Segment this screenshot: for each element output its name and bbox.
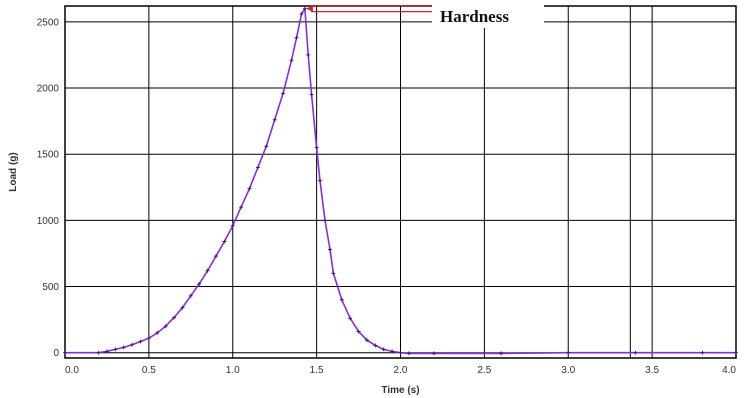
data-point-marker bbox=[272, 117, 277, 122]
hardness-callout: Hardness bbox=[305, 4, 544, 28]
y-tick-label: 1500 bbox=[37, 150, 60, 161]
y-tick-labels: 0 500 1000 1500 2000 2500 bbox=[37, 17, 60, 359]
data-point-marker bbox=[113, 347, 118, 352]
data-point-marker bbox=[213, 254, 218, 259]
data-point-marker bbox=[323, 218, 328, 223]
x-tick-label: 0.5 bbox=[142, 365, 156, 376]
y-tick-label: 2000 bbox=[37, 84, 60, 95]
x-axis-label: Time (s) bbox=[381, 385, 419, 396]
series-group bbox=[63, 6, 738, 356]
hardness-label-background bbox=[432, 4, 544, 28]
x-tick-label: 2.0 bbox=[394, 365, 408, 376]
data-point-marker bbox=[294, 35, 299, 40]
data-point-marker bbox=[381, 347, 386, 352]
data-point-marker bbox=[356, 329, 361, 334]
data-point-marker bbox=[63, 350, 67, 355]
data-point-marker bbox=[230, 223, 235, 228]
data-point-marker bbox=[121, 345, 126, 350]
y-axis-label: Load (g) bbox=[8, 152, 19, 191]
data-point-marker bbox=[299, 11, 304, 16]
x-tick-label: 3.0 bbox=[561, 365, 575, 376]
data-point-marker bbox=[146, 336, 151, 341]
data-point-marker bbox=[309, 92, 314, 97]
data-point-marker bbox=[180, 305, 185, 310]
data-point-marker bbox=[264, 144, 269, 149]
data-point-marker bbox=[339, 297, 344, 302]
data-point-marker bbox=[348, 316, 353, 321]
data-point-marker bbox=[306, 52, 311, 57]
x-tick-label: 0.0 bbox=[65, 365, 79, 376]
data-point-marker bbox=[398, 350, 403, 355]
data-point-marker bbox=[163, 324, 168, 329]
data-point-marker bbox=[205, 268, 210, 273]
data-point-marker bbox=[373, 343, 378, 348]
y-tick-label: 1000 bbox=[37, 216, 60, 227]
data-point-marker bbox=[239, 205, 244, 210]
data-point-marker bbox=[566, 350, 571, 355]
peak-arrow-head bbox=[305, 5, 313, 12]
data-point-marker bbox=[432, 351, 437, 356]
y-tick-label: 2500 bbox=[37, 17, 60, 28]
data-point-marker bbox=[138, 339, 143, 344]
x-tick-label: 3.5 bbox=[645, 365, 659, 376]
data-point-marker bbox=[364, 338, 369, 343]
data-point-marker bbox=[289, 58, 294, 63]
y-tick-label: 500 bbox=[42, 282, 59, 293]
hardness-label: Hardness bbox=[440, 7, 509, 26]
data-point-marker bbox=[188, 293, 193, 298]
data-point-marker bbox=[700, 350, 705, 355]
data-point-marker bbox=[281, 91, 286, 96]
data-point-marker bbox=[499, 351, 504, 356]
data-point-marker bbox=[390, 349, 395, 354]
data-point-marker bbox=[314, 145, 319, 150]
data-point-marker bbox=[197, 281, 202, 286]
x-tick-label: 1.5 bbox=[310, 365, 324, 376]
data-point-marker bbox=[104, 349, 109, 354]
data-point-marker bbox=[247, 186, 252, 191]
data-point-marker bbox=[96, 350, 101, 355]
data-point-marker bbox=[734, 350, 738, 355]
data-point-marker bbox=[222, 239, 227, 244]
data-point-marker bbox=[331, 271, 336, 276]
x-tick-label: 2.5 bbox=[477, 365, 491, 376]
data-point-marker bbox=[406, 351, 411, 356]
data-point-marker bbox=[155, 330, 160, 335]
data-point-marker bbox=[317, 178, 322, 183]
y-tick-label: 0 bbox=[53, 348, 59, 359]
gridlines bbox=[64, 6, 737, 358]
data-point-marker bbox=[328, 247, 333, 252]
x-tick-labels: 0.0 0.5 1.0 1.5 2.0 2.5 3.0 3.5 4.0 bbox=[65, 365, 736, 376]
data-point-marker bbox=[172, 315, 177, 320]
data-point-marker bbox=[255, 165, 260, 170]
data-point-marker bbox=[130, 342, 135, 347]
x-tick-label: 1.0 bbox=[226, 365, 240, 376]
data-point-marker bbox=[633, 350, 638, 355]
x-tick-label: 4.0 bbox=[722, 365, 736, 376]
